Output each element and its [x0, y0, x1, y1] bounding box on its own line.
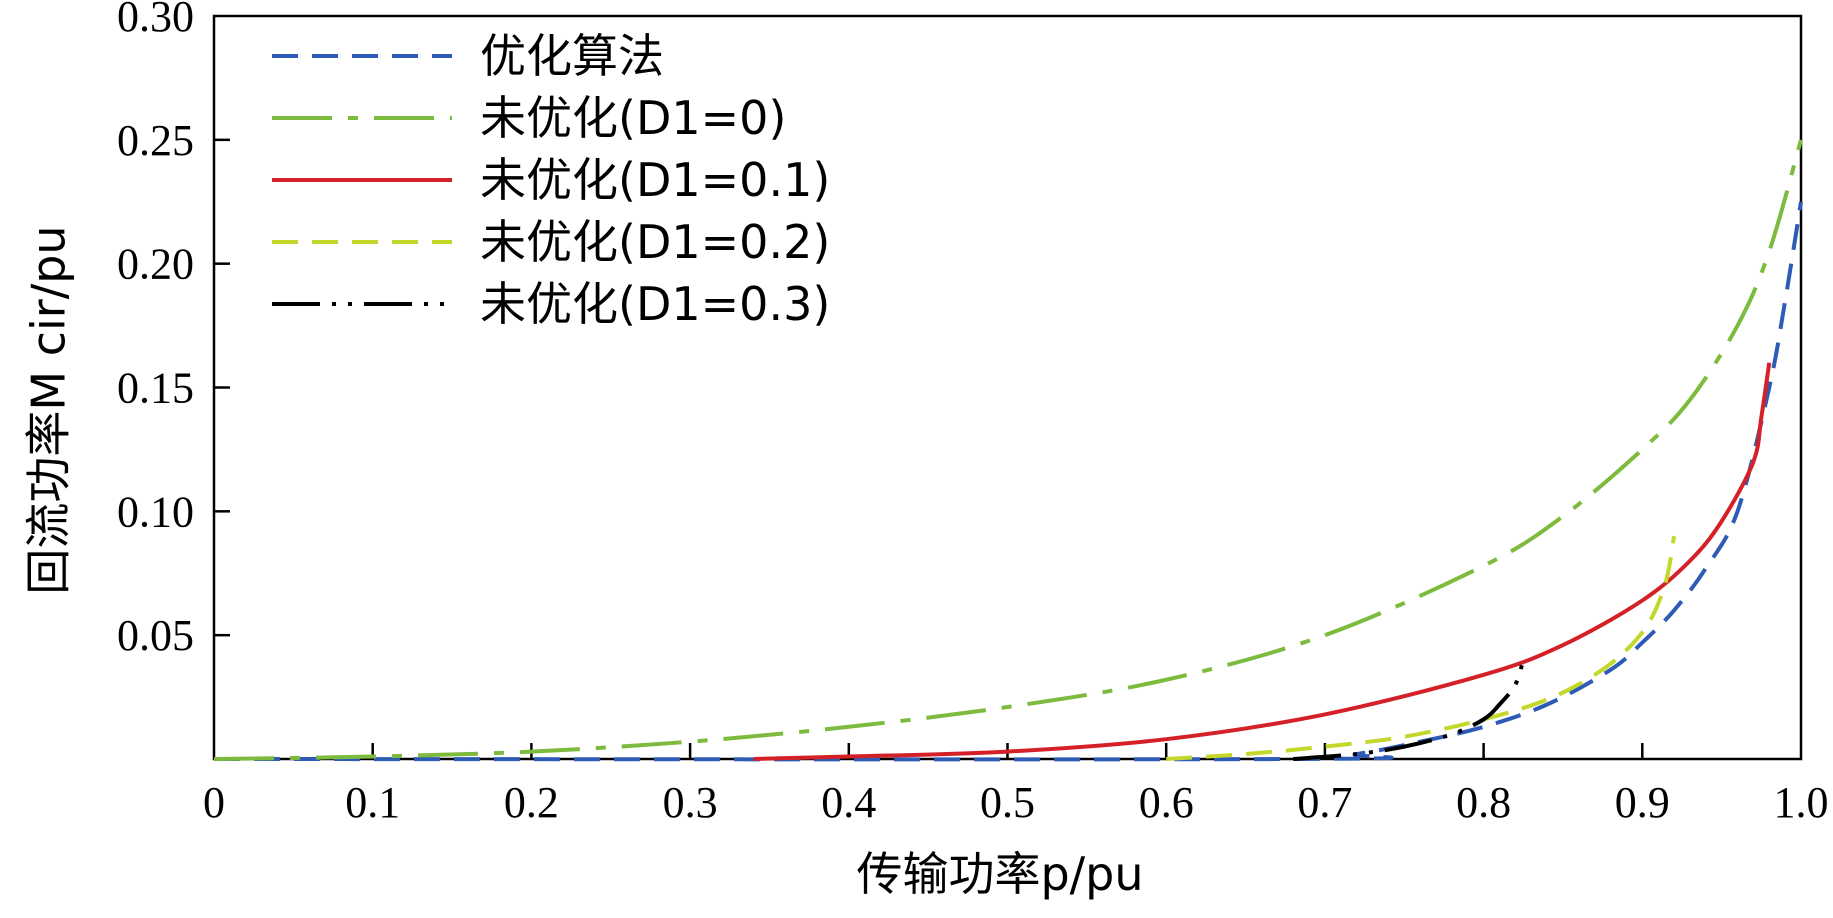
y-tick-label: 0.30	[117, 0, 194, 41]
x-tick-label: 0	[203, 778, 225, 827]
x-tick-label: 0.6	[1139, 778, 1194, 827]
y-axis-title-text: 回流功率M cir/pu	[22, 225, 76, 594]
legend-label-4: 未优化(D1=0.2)	[480, 215, 830, 269]
y-axis-title: 回流功率M cir/pu	[22, 225, 76, 594]
x-tick-label: 1.0	[1774, 778, 1829, 827]
x-axis-title: 传输功率p/pu	[856, 847, 1143, 901]
legend-label-5: 未优化(D1=0.3)	[480, 277, 830, 331]
y-tick-label: 0.20	[117, 240, 194, 289]
y-tick-label: 0.05	[117, 611, 194, 660]
x-tick-label: 0.9	[1615, 778, 1670, 827]
x-tick-label: 0.7	[1297, 778, 1352, 827]
y-tick-label: 0.10	[117, 487, 194, 536]
plot-frame	[212, 14, 1803, 761]
ticks-layer: 0 0.1 0.2 0.3 0.4 0.5 0.6 0.7 0.8 0.9 1.0 0.05 0.10 0…	[117, 0, 1829, 827]
x-tick-label: 0.8	[1456, 778, 1511, 827]
x-tick-label: 0.5	[980, 778, 1035, 827]
x-tick-label: 0.4	[821, 778, 876, 827]
x-tick-label: 0.1	[345, 778, 400, 827]
x-tick-label: 0.2	[504, 778, 559, 827]
series-line-4	[1166, 535, 1677, 761]
legend-label-2: 未优化(D1=0)	[480, 91, 786, 145]
legend-label-1: 优化算法	[480, 29, 664, 83]
series-layer	[213, 139, 1803, 762]
series-line-3	[753, 362, 1772, 761]
series-line-2	[213, 139, 1803, 761]
y-tick-label: 0.25	[117, 116, 194, 165]
x-tick-label: 0.3	[663, 778, 718, 827]
series-line-1	[213, 201, 1803, 762]
legend-label-3: 未优化(D1=0.1)	[480, 153, 830, 207]
y-tick-label: 0.15	[117, 364, 194, 413]
